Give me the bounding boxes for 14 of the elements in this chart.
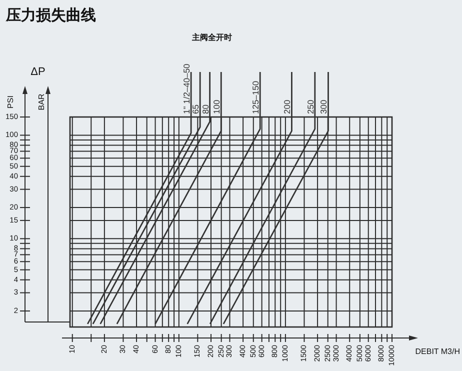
text: 65	[190, 104, 201, 114]
text: ΔP	[30, 66, 46, 78]
x-axis-title: DEBIT M3/H	[415, 347, 460, 356]
text: 1" 1/2–40–50	[182, 63, 192, 114]
text: 250	[305, 100, 316, 114]
text: 200	[282, 100, 292, 114]
chart-title: 压力损失曲线	[5, 7, 96, 24]
y-axis-title: PSI	[6, 96, 15, 108]
text: 100	[212, 100, 222, 114]
y2-axis-title: BAR	[37, 94, 46, 110]
text: 主阀全开时	[191, 32, 232, 42]
text: 300	[318, 100, 329, 114]
text: 125–150	[250, 80, 261, 114]
text: 80	[200, 104, 210, 114]
